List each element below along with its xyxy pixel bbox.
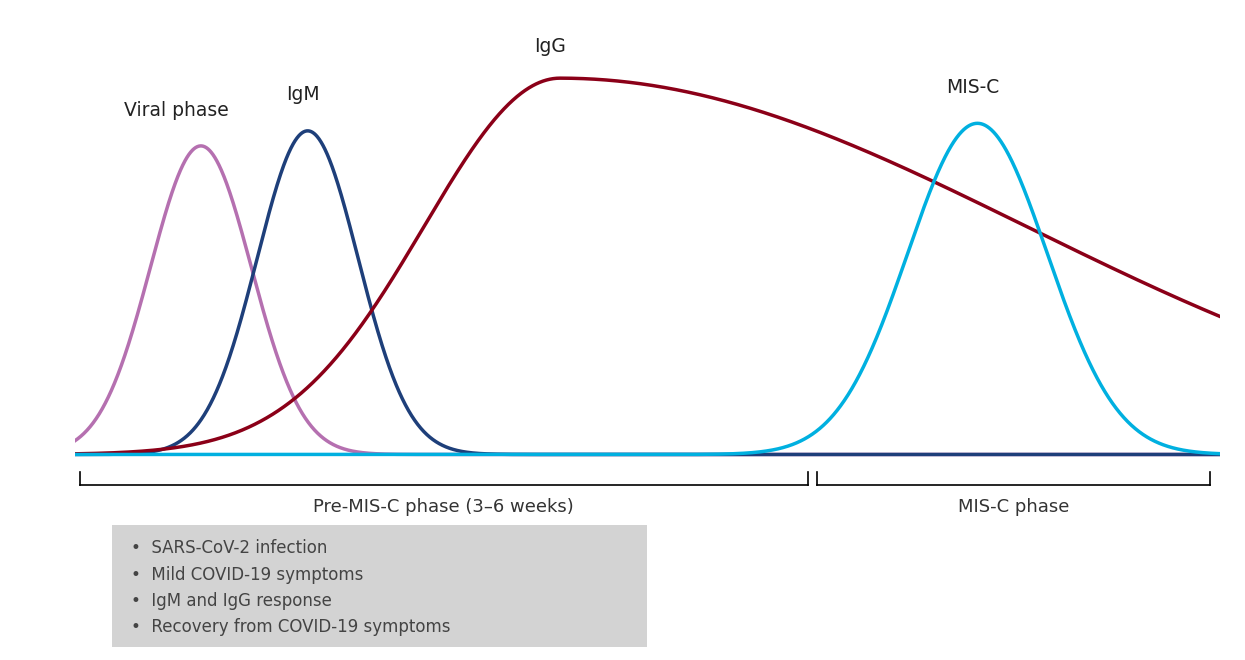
Text: •  Mild COVID-19 symptoms: • Mild COVID-19 symptoms [131, 566, 364, 583]
Text: MIS-C: MIS-C [946, 78, 1000, 97]
Text: •  IgM and IgG response: • IgM and IgG response [131, 592, 331, 610]
Text: Viral phase: Viral phase [124, 100, 229, 119]
Text: IgM: IgM [286, 86, 320, 104]
Text: Pre-MIS-C phase (3–6 weeks): Pre-MIS-C phase (3–6 weeks) [314, 498, 574, 516]
Text: •  SARS-CoV-2 infection: • SARS-CoV-2 infection [131, 539, 327, 557]
Text: IgG: IgG [534, 36, 566, 55]
Text: MIS-C phase: MIS-C phase [959, 498, 1069, 516]
Text: •  Recovery from COVID-19 symptoms: • Recovery from COVID-19 symptoms [131, 618, 451, 636]
